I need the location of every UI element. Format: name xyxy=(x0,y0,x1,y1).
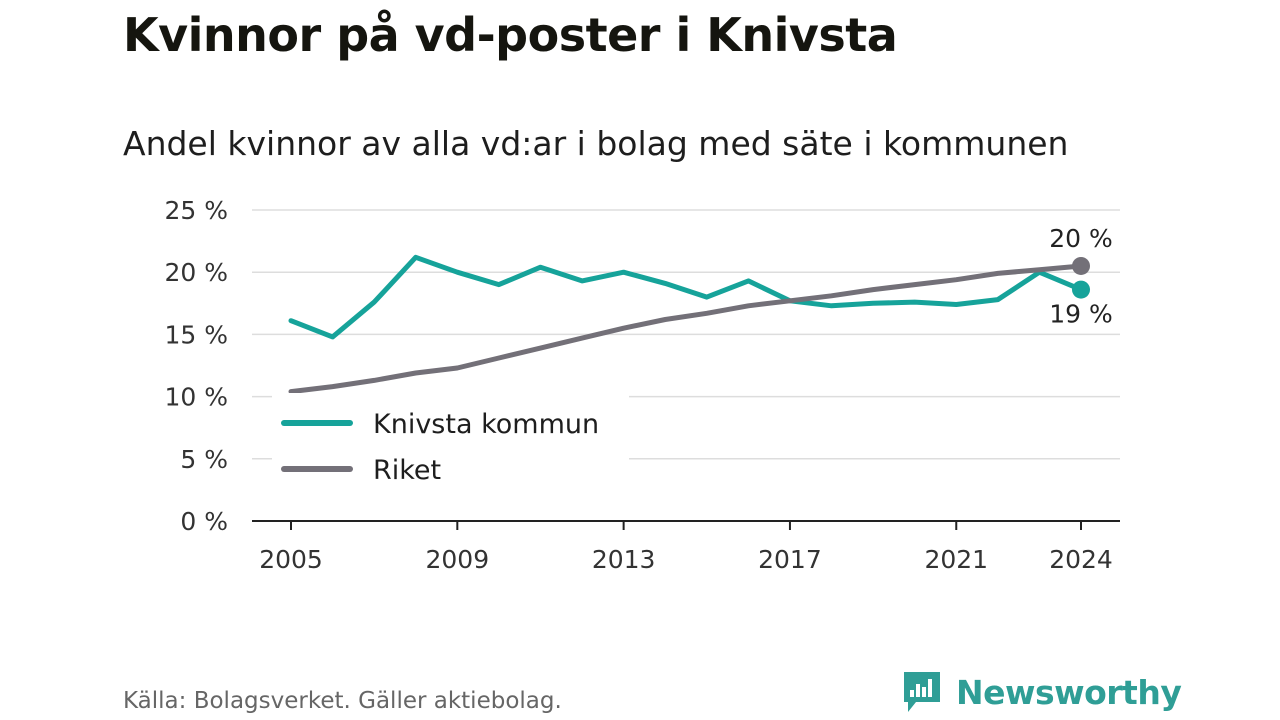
end-marker-riket xyxy=(1072,256,1090,275)
end-label-knivsta: 19 % xyxy=(1049,300,1113,329)
series-line-riket xyxy=(288,263,1084,395)
end-marker-knivsta xyxy=(1072,280,1090,299)
end-label-riket: 20 % xyxy=(1049,224,1113,253)
brand: Newsworthy xyxy=(902,670,1182,714)
source-note: Källa: Bolagsverket. Gäller aktiebolag. xyxy=(123,688,562,714)
y-tick-label: 15 % xyxy=(164,320,228,349)
x-tick-label: 2017 xyxy=(758,545,822,574)
axes: 0 % 5 % 10 % 15 % 20 % 25 % 2005 2009 2013 2017 20… xyxy=(164,196,1120,574)
end-labels: 19 % 20 % xyxy=(1049,224,1113,329)
y-tick-label: 5 % xyxy=(180,445,228,474)
chart-title: Kvinnor på vd-poster i Knivsta xyxy=(123,8,898,62)
x-tick-label: 2005 xyxy=(259,545,323,574)
y-tick-label: 20 % xyxy=(164,258,228,287)
x-tick-label: 2013 xyxy=(592,545,656,574)
series-line-knivsta xyxy=(288,254,1084,340)
x-tick-label: 2021 xyxy=(924,545,988,574)
chart-subtitle: Andel kvinnor av alla vd:ar i bolag med … xyxy=(123,124,1069,163)
y-tick-label: 0 % xyxy=(180,507,228,536)
legend: Knivsta kommun Riket xyxy=(272,393,629,493)
legend-label-knivsta: Knivsta kommun xyxy=(373,409,599,440)
legend-box xyxy=(272,393,629,493)
brand-name: Newsworthy xyxy=(956,672,1182,712)
series-lines xyxy=(288,254,1090,395)
legend-label-riket: Riket xyxy=(373,455,441,486)
x-tick-label: 2009 xyxy=(426,545,490,574)
y-tick-label: 25 % xyxy=(164,196,228,225)
x-tick-label: 2024 xyxy=(1049,545,1113,574)
newsworthy-logo-icon xyxy=(904,672,940,712)
y-tick-label: 10 % xyxy=(164,383,228,412)
